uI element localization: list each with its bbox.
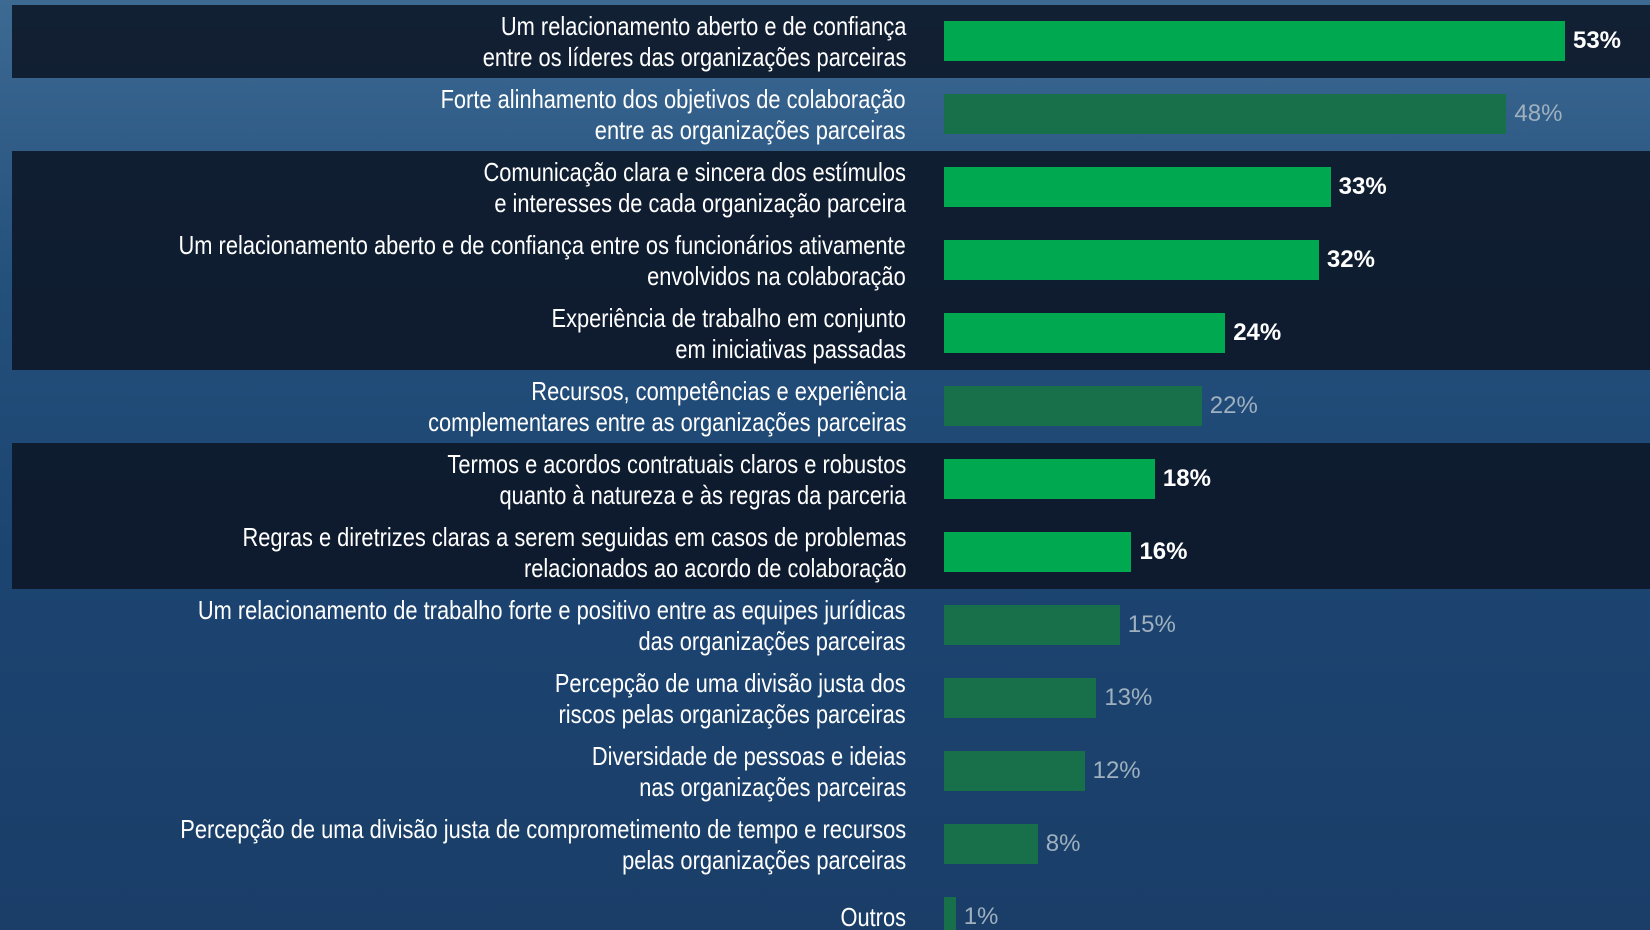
value-label: 1% (964, 897, 999, 930)
bar (944, 605, 1120, 645)
bar (944, 678, 1096, 718)
category-label: Forte alinhamento dos objetivos de colab… (441, 78, 906, 151)
value-label: 24% (1233, 313, 1281, 353)
category-label: Recursos, competências e experiência com… (428, 370, 906, 443)
value-label: 53% (1573, 21, 1621, 61)
category-label: Diversidade de pessoas e ideias nas orga… (592, 735, 906, 808)
category-label: Termos e acordos contratuais claros e ro… (447, 443, 906, 516)
value-label: 12% (1093, 751, 1141, 791)
bar (944, 459, 1155, 499)
value-label: 22% (1210, 386, 1258, 426)
category-label: Experiência de trabalho em conjunto em i… (551, 297, 906, 370)
category-label: Percepção de uma divisão justa de compro… (180, 808, 906, 881)
category-label: Um relacionamento aberto e de confiança … (179, 224, 906, 297)
bar (944, 532, 1131, 572)
value-label: 48% (1514, 94, 1562, 134)
bar (944, 313, 1225, 353)
value-label: 13% (1104, 678, 1152, 718)
value-label: 15% (1128, 605, 1176, 645)
bar (944, 167, 1331, 207)
category-label: Regras e diretrizes claras a serem segui… (242, 516, 906, 589)
page: Um relacionamento aberto e de confiança … (0, 0, 1650, 930)
bar (944, 751, 1085, 791)
chart: Um relacionamento aberto e de confiança … (0, 0, 1650, 930)
value-label: 18% (1163, 459, 1211, 499)
bar (944, 21, 1565, 61)
category-label: Um relacionamento aberto e de confiança … (482, 5, 906, 78)
category-label: Outros (840, 881, 906, 930)
category-label: Um relacionamento de trabalho forte e po… (198, 589, 906, 662)
value-label: 32% (1327, 240, 1375, 280)
value-label: 16% (1139, 532, 1187, 572)
bar (944, 240, 1319, 280)
bar (944, 94, 1506, 134)
bar (944, 897, 956, 930)
row-band (12, 881, 1650, 930)
category-label: Comunicação clara e sincera dos estímulo… (484, 151, 906, 224)
category-label: Percepção de uma divisão justa dos risco… (555, 662, 906, 735)
bar (944, 824, 1038, 864)
value-label: 33% (1339, 167, 1387, 207)
bar (944, 386, 1202, 426)
value-label: 8% (1046, 824, 1081, 864)
